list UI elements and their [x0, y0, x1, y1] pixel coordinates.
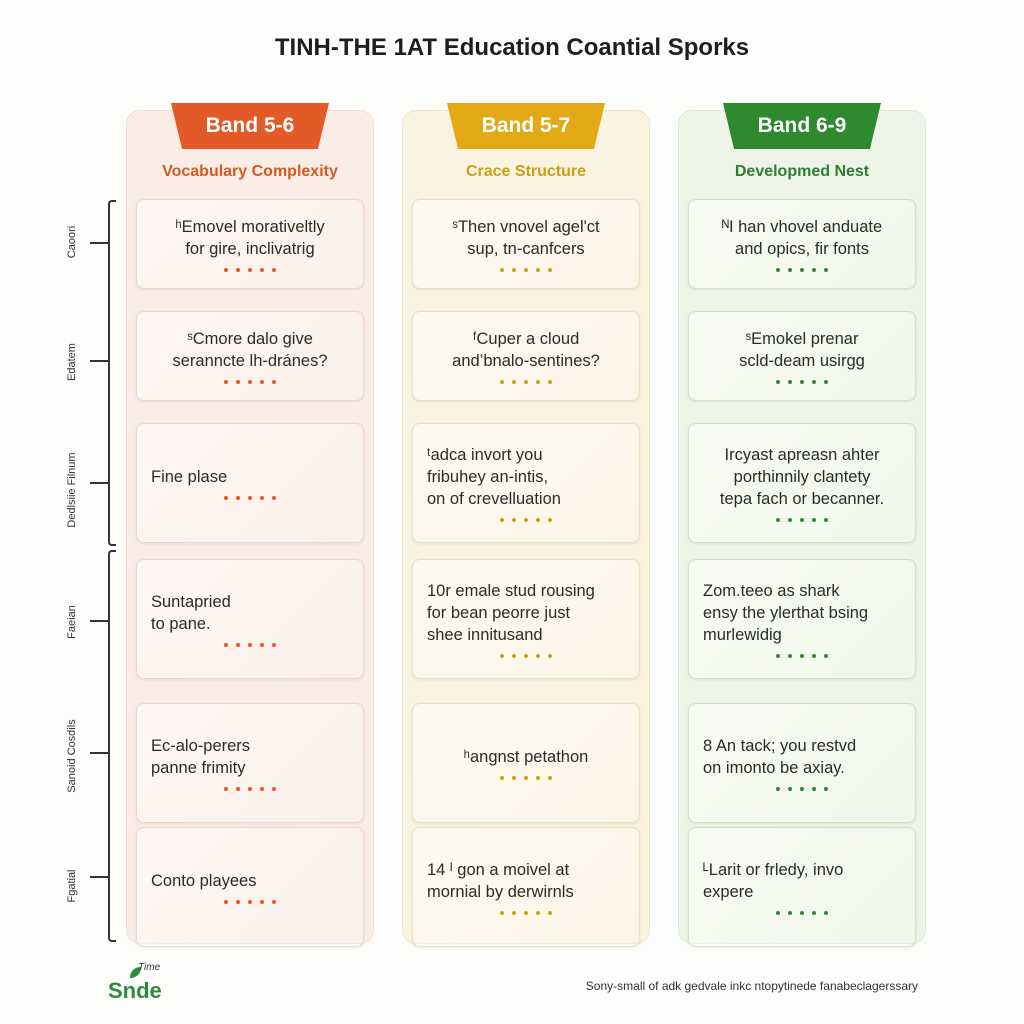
side-label: Dedlsiie Filnum: [66, 452, 78, 528]
logo-main-text: Snde: [108, 978, 162, 1003]
card-text: 14 ᴵ gon a moivel at mornial by derwirnl…: [427, 861, 574, 901]
band-label: Band 5-7: [447, 103, 605, 149]
dots-decoration: [151, 900, 349, 904]
dots-decoration: [703, 380, 901, 384]
side-label: Faeian: [66, 605, 78, 639]
card-text: ˢThen vnovel agel'ct sup, tn-canfcers: [452, 218, 600, 258]
dots-decoration: [427, 911, 625, 915]
side-tick: [90, 620, 108, 622]
card: 14 ᴵ gon a moivel at mornial by derwirnl…: [412, 827, 640, 947]
bracket-top: [108, 200, 116, 546]
card-text: 8 An tack; you restvd on imonto be axiay…: [703, 737, 857, 777]
dots-decoration: [151, 380, 349, 384]
dots-decoration: [151, 268, 349, 272]
band-column-5-6: Band 5-6 Vocabulary Complexity ʰEmovel m…: [126, 103, 374, 947]
dots-decoration: [703, 654, 901, 658]
band-column-5-7: Band 5-7 Crace Structure ˢThen vnovel ag…: [402, 103, 650, 947]
card: Suntapried to pane.: [136, 559, 364, 679]
side-label: Sanoid Cosdils: [66, 719, 78, 793]
footer-caption: Sony-small of adk gedvale inkc ntopytine…: [585, 979, 918, 993]
side-label: Edatem: [66, 343, 78, 381]
card: ˢEmokel prenar scld-deam usirgg: [688, 311, 916, 401]
card-text: Conto playees: [151, 872, 257, 890]
card: Ircyast apreasn ahter porthinnily clante…: [688, 423, 916, 543]
dots-decoration: [703, 268, 901, 272]
dots-decoration: [703, 518, 901, 522]
dots-decoration: [427, 776, 625, 780]
page-title: TINH-THE 1AT Education Coantial Sporks: [274, 34, 750, 61]
dots-decoration: [151, 496, 349, 500]
brand-logo: Time Snde: [108, 962, 178, 1008]
band-label: Band 5-6: [171, 103, 329, 149]
band-label: Band 6-9: [723, 103, 881, 149]
card: ˢThen vnovel agel'ct sup, tn-canfcers: [412, 199, 640, 289]
card-text: Suntapried to pane.: [151, 593, 231, 633]
card-text: ʰEmovel morativeltly for gire, inclivatr…: [175, 218, 325, 258]
bracket-bottom: [108, 550, 116, 942]
column-subtitle: Vocabulary Complexity: [162, 163, 338, 180]
card: 10r emale stud rousing for bean peorre j…: [412, 559, 640, 679]
card-text: Zom.teeo as shark ensy the ylerthat bsin…: [703, 582, 869, 644]
side-tick: [90, 242, 108, 244]
dots-decoration: [151, 787, 349, 791]
card: ᴸLarit or frledy, invo expere: [688, 827, 916, 947]
card: Ec-alo-perers panne frimity: [136, 703, 364, 823]
leaf-icon: [130, 967, 141, 978]
card-text: ᴺI han vhovel anduate and opics, fir fon…: [721, 218, 883, 258]
dots-decoration: [703, 911, 901, 915]
column-subtitle: Developmed Nest: [734, 163, 870, 180]
dots-decoration: [427, 380, 625, 384]
card-text: Fine plase: [151, 468, 228, 486]
dots-decoration: [427, 518, 625, 522]
card-text: ᶠCuper a cloud and’bnalo-sentines?: [452, 330, 600, 370]
card-text: ˢEmokel prenar scld-deam usirgg: [739, 330, 865, 370]
card: ʰEmovel morativeltly for gire, inclivatr…: [136, 199, 364, 289]
card-text: Ec-alo-perers panne frimity: [151, 737, 251, 777]
card: ᶠCuper a cloud and’bnalo-sentines?: [412, 311, 640, 401]
side-tick: [90, 752, 108, 754]
column-subtitle: Crace Structure: [465, 163, 587, 180]
card: ᵗadca invort you fribuhey an-intis, on o…: [412, 423, 640, 543]
card-text: ʰangnst petathon: [463, 748, 589, 766]
side-label: Fgatial: [66, 869, 78, 903]
card-text: ˢCmore dalo give seranncte lh-dránes?: [172, 330, 328, 370]
card: Fine plase: [136, 423, 364, 543]
logo-small-text: Time: [138, 962, 161, 973]
dots-decoration: [703, 787, 901, 791]
card: Zom.teeo as shark ensy the ylerthat bsin…: [688, 559, 916, 679]
card: 8 An tack; you restvd on imonto be axiay…: [688, 703, 916, 823]
card: ᴺI han vhovel anduate and opics, fir fon…: [688, 199, 916, 289]
card: ˢCmore dalo give seranncte lh-dránes?: [136, 311, 364, 401]
side-tick: [90, 876, 108, 878]
card: ʰangnst petathon: [412, 703, 640, 823]
card-text: 10r emale stud rousing for bean peorre j…: [427, 582, 595, 644]
card-text: ᴸLarit or frledy, invo expere: [703, 861, 844, 901]
card-text: Ircyast apreasn ahter porthinnily clante…: [719, 446, 885, 508]
card-text: ᵗadca invort you fribuhey an-intis, on o…: [427, 446, 561, 508]
side-tick: [90, 360, 108, 362]
dots-decoration: [427, 268, 625, 272]
dots-decoration: [151, 643, 349, 647]
side-label: Caoori: [66, 225, 78, 259]
side-tick: [90, 482, 108, 484]
card: Conto playees: [136, 827, 364, 947]
dots-decoration: [427, 654, 625, 658]
band-column-6-9: Band 6-9 Developmed Nest ᴺI han vhovel a…: [678, 103, 926, 947]
